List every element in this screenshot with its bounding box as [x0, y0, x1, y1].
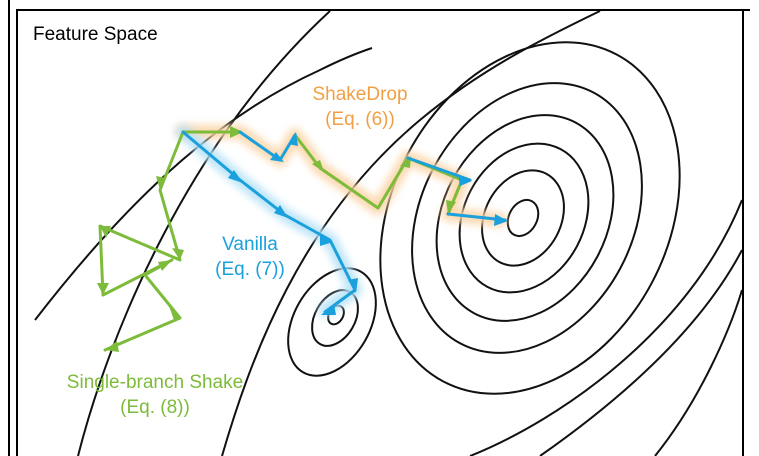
single-branch-label-line2: (Eq. (8)): [120, 397, 190, 418]
contour-outer-4: [654, 289, 742, 456]
shakedrop-arrowheads: [230, 126, 456, 214]
shakedrop-label: ShakeDrop (Eq. (6)): [295, 82, 425, 132]
right-border: [742, 9, 744, 456]
single-branch-path: [98, 130, 185, 352]
contour-outer-1: [77, 11, 331, 456]
contour-outer-3: [34, 47, 373, 321]
contour-outer-5: [539, 249, 742, 456]
contour-outer-6: [469, 199, 742, 456]
shakedrop-label-line2: (Eq. (6)): [325, 109, 395, 130]
vanilla-path: [181, 130, 357, 314]
left-border: [8, 0, 10, 456]
inner-left-border: [16, 9, 18, 456]
contour-outer-2: [221, 11, 601, 456]
vanilla-label-line1: Vanilla: [222, 234, 278, 255]
single-branch-label-line1: Single-branch Shake: [66, 372, 244, 393]
shakedrop-blue-arrowheads: [270, 132, 508, 226]
vanilla-arrowheads: [228, 170, 358, 315]
single-branch-arrowheads: [97, 176, 184, 352]
single-branch-label: Single-branch Shake (Eq. (8)): [20, 370, 290, 420]
diagram-title: Feature Space: [33, 24, 158, 45]
vanilla-label: Vanilla (Eq. (7)): [195, 232, 305, 282]
shakedrop-label-line1: ShakeDrop: [312, 84, 408, 105]
vanilla-label-line2: (Eq. (7)): [215, 259, 285, 280]
top-border: [16, 9, 750, 11]
right-minimum: [379, 41, 681, 395]
